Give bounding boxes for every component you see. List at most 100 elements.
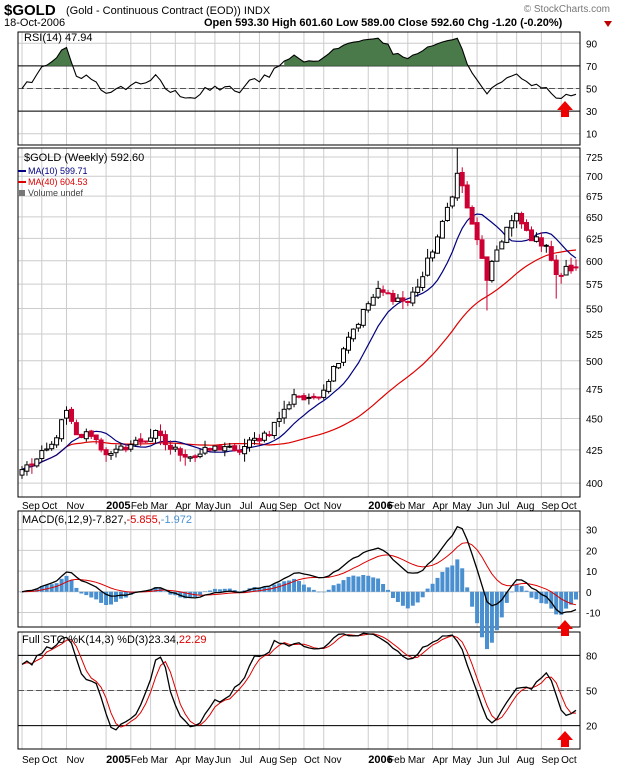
x-axis-label: Jun [215,755,231,766]
candle-body [19,469,25,476]
macd-histogram-bar [282,581,287,592]
sto-tick-label: 80 [586,651,598,662]
candle-body [519,213,525,225]
x-axis-label: Apr [175,501,191,512]
macd-histogram-bar [341,580,346,592]
candle-body [29,463,35,466]
macd-histogram-bar [475,591,480,624]
candle-body [59,419,65,440]
macd-histogram-bar [59,578,64,592]
candle-body [331,366,337,382]
macd-tick-label: -10 [586,609,601,620]
price-tick-label: 575 [586,280,603,291]
macd-histogram-bar [104,591,109,605]
candle-body [261,432,267,441]
x-axis-label: Oct [304,501,320,512]
price-tick-label: 700 [586,172,603,183]
sto-k-legend-value: 23.34, [148,634,179,646]
candle-body [538,237,544,247]
candle-body [266,434,272,437]
candle-body [326,381,332,392]
candle-body [281,408,287,419]
candle-body [350,328,356,340]
macd-histogram-bar [440,572,445,592]
candle-body [69,408,74,422]
candle-body [207,448,213,451]
x-axis-label: Oct [304,755,320,766]
candle-body [49,443,55,450]
x-axis-label: Sep [22,755,40,766]
price-tick-label: 500 [586,357,603,368]
candle-body [464,184,470,209]
x-axis-label: Sep [279,501,297,512]
price-tick-label: 525 [586,330,603,341]
macd-histogram-bar [415,591,420,603]
macd-tick-label: 20 [586,546,598,557]
macd-histogram-bar [109,591,113,605]
volume-legend-swatch [19,190,25,196]
candle-body [459,172,465,187]
price-tick-label: 400 [586,479,603,490]
macd-histogram-bar [99,591,104,603]
candle-body [128,444,134,450]
price-tick-label: 550 [586,304,603,315]
candle-body [346,336,351,351]
macd-histogram-bar [54,583,59,592]
macd-histogram-bar [163,591,168,592]
macd-histogram-bar [114,591,118,602]
x-axis-label: Mar [151,755,169,766]
candle-body [410,291,416,304]
candle-body [88,430,94,437]
macd-histogram-bar [262,586,267,592]
candle-body [197,453,203,458]
price-tick-label: 650 [586,213,603,224]
macd-histogram-bar [198,591,203,595]
candle-body [474,222,480,241]
candle-body [425,257,431,276]
macd-histogram-bar [212,588,217,592]
macd-histogram-bar [297,581,301,592]
x-axis-label: Nov [324,501,342,512]
candle-body [365,303,371,311]
candle-body [360,309,366,326]
macd-histogram-bar [128,591,133,595]
candle-body [439,220,445,239]
candle-body [44,448,50,451]
candle-body [341,348,346,363]
candle-body [400,297,406,302]
macd-histogram-bar [64,575,69,592]
macd-histogram-bar [326,589,331,592]
rsi-tick-label: 90 [586,39,598,50]
price-tick-label: 625 [586,234,603,245]
candle-body [375,287,381,298]
macd-histogram-bar [509,591,514,593]
macd-histogram-bar [20,591,24,593]
rsi-tick-label: 70 [586,62,598,73]
macd-histogram-bar [217,589,222,592]
macd-histogram-bar [311,589,316,592]
x-axis-label: Oct [561,501,577,512]
macd-histogram-bar [574,591,578,600]
candle-body [98,439,104,451]
candle-body [553,259,559,276]
ma40-legend: MA(40) 604.53 [28,177,88,187]
macd-histogram-bar [79,591,84,594]
macd-histogram-bar [94,591,99,600]
macd-histogram-bar [534,591,539,600]
macd-frame [17,510,581,628]
macd-histogram-bar [34,588,39,592]
candle-body [138,438,144,443]
candle-body [494,249,500,262]
candle-body [316,396,322,399]
candle-body [143,440,149,443]
x-axis-label: Sep [541,501,559,512]
candle-body [276,418,282,422]
macd-signal-legend-value: -5.855, [127,514,161,526]
macd-histogram-bar [306,587,311,592]
rsi-line [21,37,577,99]
candle-body [514,212,520,222]
macd-red-up-arrow-icon [557,620,573,636]
macd-histogram-bar [559,591,564,615]
candle-body [558,274,564,277]
macd-histogram-bar [489,591,494,643]
